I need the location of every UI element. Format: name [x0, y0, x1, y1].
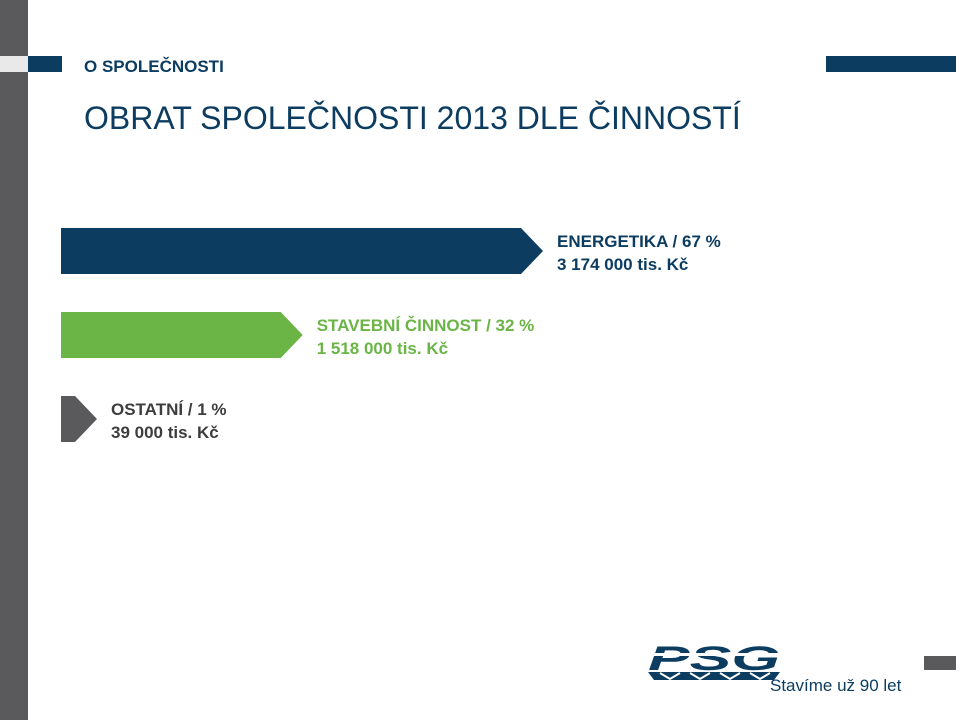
- header-accent-right: [826, 56, 956, 72]
- section-label: O SPOLEČNOSTI: [84, 57, 224, 76]
- revenue-bar-chart: ENERGETIKA / 67 % 3 174 000 tis. Kč STAVEB…: [61, 228, 721, 442]
- bar-1: [61, 228, 543, 274]
- bar-amount-3: 39 000 tis. Kč: [111, 423, 219, 442]
- left-stripe: [0, 0, 28, 720]
- bar-2: [61, 312, 303, 358]
- bar-amount-2: 1 518 000 tis. Kč: [317, 339, 448, 358]
- tagline: Stavíme už 90 let: [770, 676, 902, 695]
- bar-label-2: STAVEBNÍ ČINNOST / 32 %: [317, 316, 535, 335]
- page-title: OBRAT SPOLEČNOSTI 2013 DLE ČINNOSTÍ: [84, 100, 741, 136]
- psg-logo: PSG: [646, 640, 786, 689]
- left-stripe-notch: [0, 56, 28, 72]
- bar-3: [61, 396, 97, 442]
- bar-label-1: ENERGETIKA / 67 %: [557, 232, 721, 251]
- header-accent-left: [28, 56, 62, 72]
- corner-tab: [924, 656, 956, 670]
- bar-amount-1: 3 174 000 tis. Kč: [557, 255, 688, 274]
- logo-text: PSG: [648, 640, 780, 678]
- bar-label-3: OSTATNÍ / 1 %: [111, 400, 227, 419]
